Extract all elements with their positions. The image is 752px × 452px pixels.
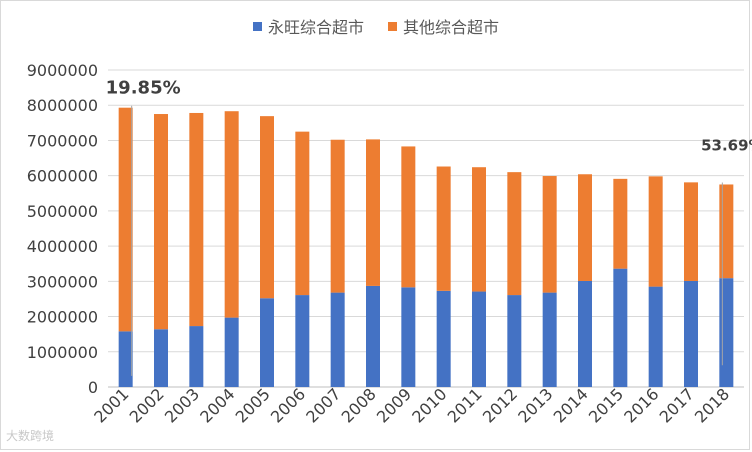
- bar-other: [154, 114, 168, 330]
- x-tick-label: 2010: [408, 384, 450, 426]
- bar-aeon: [401, 287, 416, 387]
- legend-label-aeon: 永旺综合超市: [267, 18, 364, 37]
- x-tick-label: 2008: [338, 384, 380, 426]
- x-tick-label: 2014: [550, 384, 592, 426]
- bar-aeon: [719, 278, 734, 387]
- x-tick-label: 2009: [373, 384, 415, 426]
- x-tick-label: 2007: [302, 384, 344, 426]
- x-tick-label: 2016: [620, 384, 662, 426]
- legend-label-other: 其他综合超市: [403, 18, 500, 37]
- bar-aeon: [295, 295, 310, 387]
- y-tick-label: 6000000: [27, 167, 98, 186]
- x-tick-label: 2013: [514, 384, 556, 426]
- x-tick-label: 2003: [161, 384, 203, 426]
- bar-other: [684, 182, 698, 281]
- bar-other: [578, 174, 592, 281]
- bar-aeon: [684, 280, 698, 387]
- annotation-label: 19.85%: [106, 78, 181, 99]
- bar-other: [260, 116, 274, 299]
- bar-other: [436, 166, 451, 291]
- bar-aeon: [613, 268, 628, 387]
- y-tick-label: 4000000: [27, 237, 98, 256]
- bar-other: [719, 184, 734, 279]
- annotation-label: 53.69%: [701, 136, 752, 154]
- x-tick-label: 2011: [444, 384, 486, 426]
- x-tick-label: 2012: [479, 384, 521, 426]
- bar-other: [295, 131, 310, 296]
- bar-other: [472, 167, 486, 292]
- x-tick-label: 2017: [656, 384, 698, 426]
- x-tick-label: 2006: [267, 384, 309, 426]
- x-tick-label: 2018: [691, 384, 733, 426]
- y-tick-label: 5000000: [27, 202, 98, 221]
- x-tick-label: 2005: [232, 384, 274, 426]
- bar-other: [224, 111, 239, 318]
- bar-aeon: [260, 298, 274, 387]
- bar-other: [648, 176, 663, 287]
- y-tick-label: 0: [88, 378, 98, 397]
- bar-aeon: [224, 317, 239, 387]
- bar-aeon: [330, 292, 345, 387]
- watermark: 大数跨境: [6, 429, 55, 443]
- x-tick-label: 2015: [585, 384, 627, 426]
- legend: 永旺综合超市 其他综合超市: [0, 14, 752, 38]
- bar-aeon: [189, 326, 204, 387]
- bar-aeon: [436, 290, 451, 387]
- legend-swatch-other: [388, 21, 397, 31]
- bar-aeon: [578, 280, 592, 387]
- legend-item-other: 其他综合超市: [388, 14, 499, 38]
- bar-other: [613, 178, 628, 269]
- bar-aeon: [472, 291, 486, 387]
- bar-aeon: [507, 295, 522, 387]
- bar-aeon: [366, 285, 380, 387]
- bar-other: [542, 176, 557, 293]
- y-tick-label: 1000000: [27, 343, 98, 362]
- bar-other: [366, 139, 380, 286]
- bar-other: [507, 172, 522, 296]
- bar-other: [401, 146, 416, 288]
- y-tick-label: 9000000: [27, 61, 98, 80]
- bar-aeon: [542, 292, 557, 387]
- legend-item-aeon: 永旺综合超市: [252, 14, 364, 38]
- bar-aeon: [648, 286, 663, 387]
- y-tick-label: 7000000: [27, 131, 98, 150]
- bar-other: [189, 112, 204, 327]
- y-tick-label: 8000000: [27, 96, 98, 115]
- bar-other: [118, 107, 133, 332]
- x-tick-label: 2002: [126, 384, 168, 426]
- legend-swatch-aeon: [252, 21, 262, 31]
- y-tick-label: 2000000: [27, 308, 98, 327]
- y-tick-label: 3000000: [27, 272, 98, 291]
- bar-other: [330, 139, 345, 293]
- bar-aeon: [154, 329, 168, 387]
- x-tick-label: 2004: [196, 384, 238, 426]
- bar-aeon: [118, 331, 133, 387]
